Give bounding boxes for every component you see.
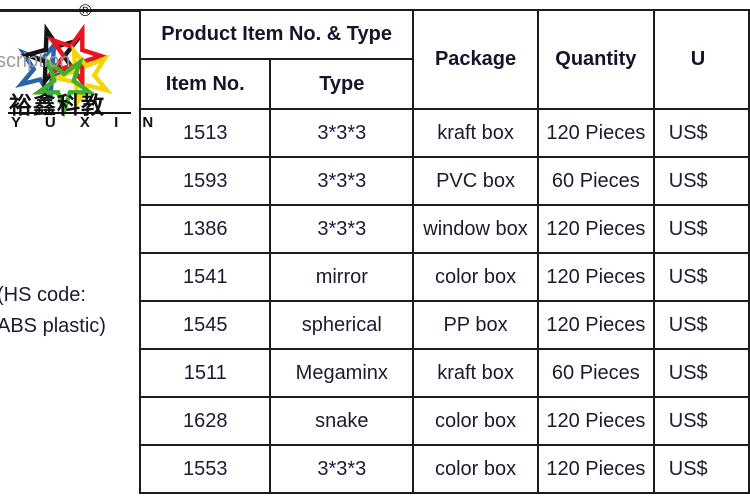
cell-package: color box bbox=[412, 396, 539, 446]
cell-quantity: 120 Pieces bbox=[536, 444, 655, 494]
cell-item-no: 1628 bbox=[138, 396, 272, 446]
cell-quantity: 120 Pieces bbox=[536, 396, 655, 446]
hs-code-note-line1: (HS code: bbox=[0, 284, 86, 306]
registered-trademark-icon: ® bbox=[79, 1, 92, 20]
table-row: 1553 3*3*3 color box 120 Pieces US$ bbox=[138, 444, 750, 494]
cell-type: mirror bbox=[269, 252, 415, 302]
cell-type: 3*3*3 bbox=[269, 108, 415, 158]
header-item-no: Item No. bbox=[138, 58, 272, 110]
cell-quantity: 60 Pieces bbox=[536, 348, 655, 398]
cell-type: spherical bbox=[269, 300, 415, 350]
cell-unit-price: US$ bbox=[652, 348, 750, 398]
cell-item-no: 1386 bbox=[138, 204, 272, 254]
cell-type: 3*3*3 bbox=[269, 156, 415, 206]
cell-package: color box bbox=[412, 252, 539, 302]
cell-type: Megaminx bbox=[269, 348, 415, 398]
cell-item-no: 1545 bbox=[138, 300, 272, 350]
cell-item-no: 1541 bbox=[138, 252, 272, 302]
cell-unit-price: US$ bbox=[652, 204, 750, 254]
cell-type: snake bbox=[269, 396, 415, 446]
cell-type: 3*3*3 bbox=[269, 444, 415, 494]
yuxin-logo: ® scription 裕鑫科教 Y U X I N bbox=[0, 0, 153, 140]
cell-quantity: 120 Pieces bbox=[536, 300, 655, 350]
cell-package: PVC box bbox=[412, 156, 539, 206]
table-row: 1513 3*3*3 kraft box 120 Pieces US$ bbox=[138, 108, 750, 158]
cell-quantity: 120 Pieces bbox=[536, 204, 655, 254]
hs-code-note-line2: ABS plastic) bbox=[0, 315, 106, 337]
product-price-table: Product Item No. & Type Package Quantity… bbox=[138, 9, 750, 494]
cell-quantity: 120 Pieces bbox=[536, 252, 655, 302]
table-row: 1593 3*3*3 PVC box 60 Pieces US$ bbox=[138, 156, 750, 206]
table-row: 1628 snake color box 120 Pieces US$ bbox=[138, 396, 750, 446]
cell-unit-price: US$ bbox=[652, 156, 750, 206]
cell-item-no: 1511 bbox=[138, 348, 272, 398]
table-row: 1386 3*3*3 window box 120 Pieces US$ bbox=[138, 204, 750, 254]
cell-unit-price: US$ bbox=[652, 300, 750, 350]
header-product-item-no-type: Product Item No. & Type bbox=[138, 9, 415, 60]
header-package: Package bbox=[412, 9, 539, 110]
cell-type: 3*3*3 bbox=[269, 204, 415, 254]
cell-unit-price: US$ bbox=[652, 108, 750, 158]
header-unit-price: U bbox=[652, 9, 750, 110]
header-type: Type bbox=[269, 58, 415, 110]
cell-unit-price: US$ bbox=[652, 444, 750, 494]
hs-code-note: (HS code: ABS plastic) bbox=[0, 280, 106, 342]
description-text-fragment: scription bbox=[0, 50, 71, 72]
logo-latin-name: Y U X I N bbox=[11, 114, 164, 131]
table-top-rule-left bbox=[0, 9, 141, 12]
cell-package: kraft box bbox=[412, 348, 539, 398]
cell-package: PP box bbox=[412, 300, 539, 350]
header-row-group: Product Item No. & Type Package Quantity… bbox=[138, 9, 750, 110]
cell-unit-price: US$ bbox=[652, 396, 750, 446]
cell-item-no: 1593 bbox=[138, 156, 272, 206]
table-row: 1545 spherical PP box 120 Pieces US$ bbox=[138, 300, 750, 350]
header-row-sub: Item No. Type bbox=[138, 58, 749, 110]
header-quantity: Quantity bbox=[536, 9, 655, 110]
table-body: 1513 3*3*3 kraft box 120 Pieces US$ 1593 3*3*3… bbox=[138, 108, 750, 494]
cell-package: window box bbox=[412, 204, 539, 254]
cell-quantity: 120 Pieces bbox=[536, 108, 655, 158]
logo-underline bbox=[8, 112, 131, 114]
table-row: 1511 Megaminx kraft box 60 Pieces US$ bbox=[138, 348, 750, 398]
cell-package: color box bbox=[412, 444, 539, 494]
cell-unit-price: US$ bbox=[652, 252, 750, 302]
cell-item-no: 1513 bbox=[138, 108, 272, 158]
logo-chinese-name: 裕鑫科教 bbox=[9, 92, 105, 118]
table-row: 1541 mirror color box 120 Pieces US$ bbox=[138, 252, 750, 302]
cell-quantity: 60 Pieces bbox=[536, 156, 655, 206]
cell-item-no: 1553 bbox=[138, 444, 272, 494]
cell-package: kraft box bbox=[412, 108, 539, 158]
